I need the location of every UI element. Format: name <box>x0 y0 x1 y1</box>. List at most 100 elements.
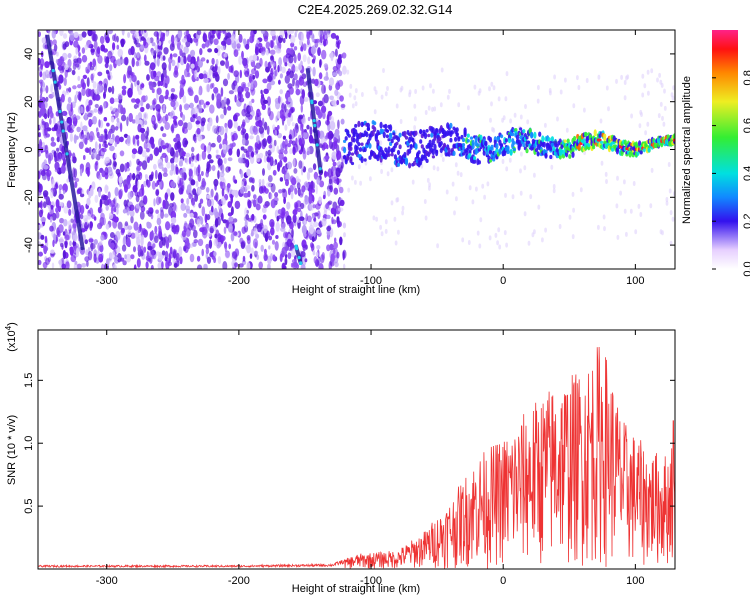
noise-blob <box>81 47 86 54</box>
noise-blob <box>279 159 283 168</box>
noise-blob <box>284 103 287 113</box>
noise-blob <box>336 161 342 169</box>
noise-blob <box>64 41 70 48</box>
snr-plot-area <box>38 346 675 569</box>
noise-blob <box>234 200 241 210</box>
faint-blob <box>564 77 567 83</box>
noise-blob <box>43 113 48 120</box>
noise-blob <box>242 121 246 127</box>
signal-blob <box>357 142 361 147</box>
noise-blob <box>164 95 169 100</box>
noise-blob <box>207 153 212 160</box>
noise-blob <box>264 256 267 262</box>
noise-blob <box>246 237 251 245</box>
noise-blob <box>241 181 244 188</box>
signal-blob <box>355 145 359 151</box>
noise-blob <box>253 227 258 235</box>
faint-blob <box>548 88 552 93</box>
noise-blob <box>252 199 257 208</box>
noise-blob <box>339 199 345 207</box>
faint-blob <box>576 75 579 81</box>
noise-blob <box>38 259 42 266</box>
noise-blob <box>160 209 165 219</box>
faint-blob <box>395 103 399 109</box>
noise-blob <box>83 134 87 144</box>
noise-blob <box>127 229 132 236</box>
noise-blob <box>325 119 331 126</box>
signal-blob <box>512 141 516 145</box>
noise-blob <box>139 211 145 220</box>
noise-blob <box>228 148 233 156</box>
noise-blob <box>149 81 154 91</box>
noise-blob <box>201 171 204 176</box>
noise-blob <box>123 199 128 207</box>
colorbar-label: Normalized spectral amplitude <box>681 76 693 224</box>
noise-blob <box>233 218 238 223</box>
faint-blob <box>397 229 400 235</box>
noise-blob <box>316 229 322 235</box>
streak-highlight <box>65 152 69 156</box>
noise-blob <box>120 38 125 48</box>
streak-highlight <box>310 101 314 105</box>
noise-blob <box>198 202 202 209</box>
noise-blob <box>79 131 84 140</box>
faint-blob <box>505 242 508 248</box>
signal-blob <box>419 139 423 144</box>
signal-blob <box>347 150 351 156</box>
noise-blob <box>118 176 123 184</box>
noise-blob <box>90 91 94 97</box>
faint-blob <box>393 216 397 222</box>
faint-blob <box>602 214 606 220</box>
noise-blob <box>178 160 183 167</box>
noise-blob <box>92 115 97 125</box>
faint-blob <box>638 123 642 129</box>
noise-blob <box>206 163 212 172</box>
snr-frame <box>37 329 676 570</box>
signal-blob <box>387 146 391 154</box>
noise-blob <box>178 246 183 257</box>
noise-blob <box>45 85 49 94</box>
noise-blob <box>189 218 195 228</box>
signal-blob <box>354 129 358 135</box>
noise-blob <box>240 170 244 179</box>
noise-blob <box>152 243 156 249</box>
noise-blob <box>301 224 307 235</box>
noise-blob <box>315 184 318 195</box>
noise-blob <box>330 261 335 267</box>
noise-blob <box>60 93 65 103</box>
noise-blob <box>299 95 305 105</box>
noise-blob <box>179 90 183 97</box>
noise-blob <box>179 256 183 265</box>
faint-blob <box>411 179 415 185</box>
faint-blob <box>619 190 622 196</box>
signal-blob <box>368 143 372 149</box>
noise-blob <box>320 254 325 264</box>
noise-blob <box>175 164 178 174</box>
noise-blob <box>247 145 253 152</box>
noise-blob <box>267 135 272 144</box>
signal-blob <box>484 142 488 146</box>
noise-blob <box>262 99 269 104</box>
noise-blob <box>331 99 336 106</box>
signal-blob <box>563 139 567 143</box>
faint-blob <box>448 88 451 94</box>
noise-blob <box>330 207 335 215</box>
noise-blob <box>155 104 161 112</box>
noise-blob <box>301 73 307 80</box>
signal-blob <box>384 123 388 129</box>
noise-blob <box>226 183 231 189</box>
noise-blob <box>318 263 324 269</box>
signal-blob <box>428 139 432 145</box>
noise-blob <box>334 48 338 57</box>
noise-blob <box>168 251 174 259</box>
noise-blob <box>182 95 187 104</box>
faint-blob <box>384 91 388 97</box>
signal-blob <box>398 132 402 138</box>
noise-blob <box>252 74 256 80</box>
noise-blob <box>330 32 337 39</box>
noise-blob <box>224 251 231 259</box>
noise-blob <box>130 254 135 260</box>
noise-blob <box>281 217 284 224</box>
noise-blob <box>218 204 222 211</box>
